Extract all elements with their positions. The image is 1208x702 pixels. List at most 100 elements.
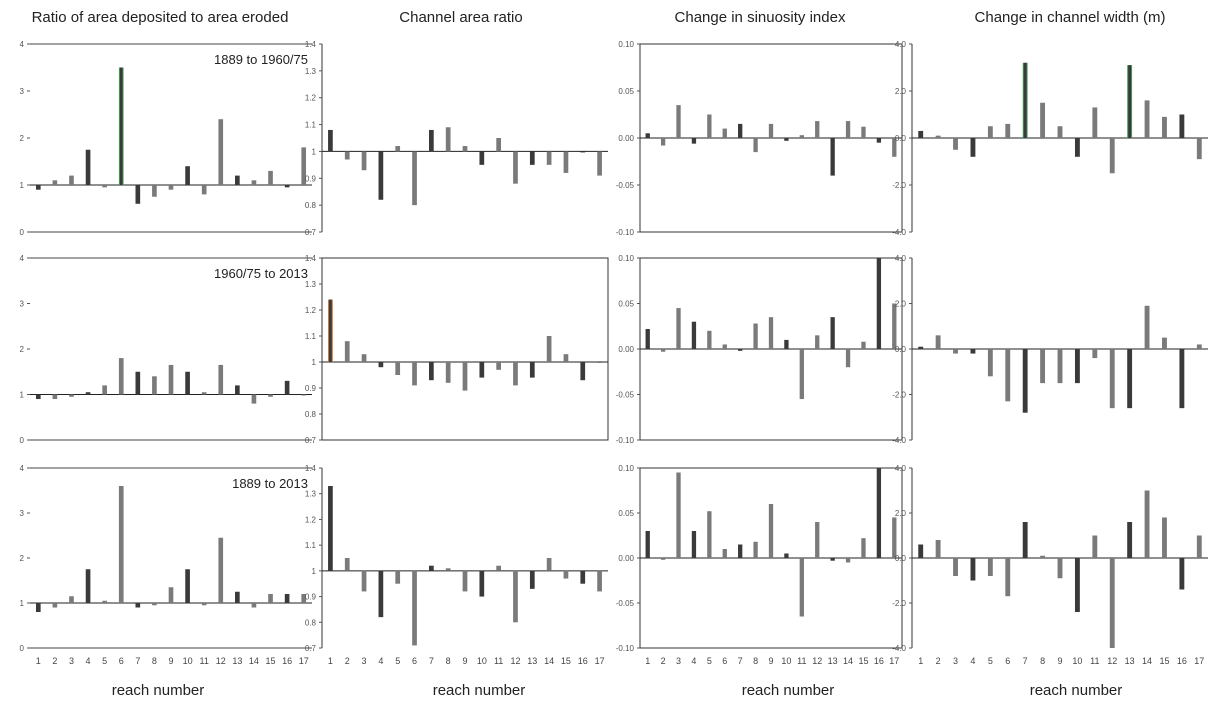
y-tick-label: 4 <box>20 464 25 473</box>
y-tick-label: 0.10 <box>618 254 634 263</box>
bar <box>85 149 91 185</box>
bar <box>799 349 804 400</box>
x-tick-label: 4 <box>691 656 696 666</box>
y-tick-label: 1.1 <box>305 121 317 130</box>
x-tick-label: 5 <box>395 656 400 666</box>
x-tick-label: 7 <box>1023 656 1028 666</box>
y-tick-label: 0.00 <box>618 134 634 143</box>
x-tick-label: 4 <box>378 656 383 666</box>
bar <box>445 362 451 383</box>
bar <box>69 175 74 185</box>
bar <box>412 362 417 386</box>
x-tick-label: 8 <box>446 656 451 666</box>
x-tick-label: 15 <box>858 656 868 666</box>
bar <box>845 121 851 138</box>
x-tick-label: 6 <box>412 656 417 666</box>
x-tick-label: 14 <box>1142 656 1152 666</box>
y-tick-label: -2.0 <box>892 391 906 400</box>
bar <box>284 185 290 188</box>
x-tick-label: 13 <box>232 656 242 666</box>
col-title-width: Change in channel width (m) <box>975 9 1166 26</box>
panel-r2-c2: -0.10-0.050.000.050.101 2 3 4 5 6 7 8 9 10 11 12 13 1… <box>616 464 903 666</box>
y-tick-label: -0.10 <box>616 644 635 653</box>
bar <box>768 317 774 349</box>
bar <box>830 317 835 349</box>
bar <box>546 151 552 165</box>
bar <box>799 135 804 138</box>
bar <box>815 121 820 138</box>
y-tick-label: 1 <box>20 181 25 190</box>
bar <box>597 362 602 363</box>
x-tick-label: 8 <box>152 656 157 666</box>
bar <box>496 362 502 370</box>
bar <box>660 558 666 560</box>
y-tick-label: 4.0 <box>895 254 907 263</box>
bar <box>268 594 273 603</box>
period-label: 1889 to 2013 <box>232 476 308 491</box>
x-tick-label: 9 <box>168 656 173 666</box>
x-tick-label: 17 <box>595 656 605 666</box>
y-tick-label: 0.05 <box>618 509 634 518</box>
col-title-ratio: Ratio of area deposited to area eroded <box>32 9 289 26</box>
y-tick-label: 3 <box>20 509 25 518</box>
bar <box>563 570 569 579</box>
bar <box>784 339 789 349</box>
bar <box>918 346 924 349</box>
panel-r0-c1: 0.7 0.8 0.9 1 1.1 1.2 1.3 1.4 <box>305 40 608 237</box>
bar <box>645 133 650 138</box>
bar <box>768 504 774 558</box>
bar <box>52 394 58 400</box>
y-tick-label: 1 <box>20 391 25 400</box>
y-tick-label: 0 <box>20 644 25 653</box>
bar <box>462 570 468 592</box>
xlabel-sinuosity: reach number <box>742 682 835 699</box>
bar <box>251 394 257 404</box>
x-tick-label: 10 <box>477 656 487 666</box>
bar <box>722 128 727 138</box>
bar <box>753 541 758 558</box>
bar <box>361 570 367 592</box>
y-tick-label: -0.05 <box>616 599 635 608</box>
x-tick-label: 2 <box>52 656 57 666</box>
x-tick-label: 17 <box>1194 656 1204 666</box>
y-tick-label: 1.3 <box>305 490 317 499</box>
x-tick-label: 16 <box>874 656 884 666</box>
x-tick-label: 17 <box>889 656 899 666</box>
bar <box>1022 522 1028 558</box>
bar <box>235 175 240 185</box>
bar <box>1057 558 1063 579</box>
bar <box>953 558 958 576</box>
bar <box>987 349 993 377</box>
bar <box>1005 558 1011 597</box>
panel-r1-c2: -0.10 -0.05 0.00 0.05 0.10 <box>616 254 903 445</box>
y-tick-label: 1.1 <box>305 541 317 550</box>
bar <box>361 151 367 171</box>
x-tick-label: 15 <box>1159 656 1169 666</box>
y-tick-label: 3 <box>20 300 25 309</box>
bar <box>970 138 976 157</box>
bar <box>85 392 91 395</box>
x-tick-label: 5 <box>707 656 712 666</box>
y-tick-label: 2 <box>20 134 25 143</box>
bar <box>1092 107 1098 138</box>
y-tick-label: 0.0 <box>895 554 907 563</box>
panel-r2-c1: 0.70.80.911.11.21.31.41 2 3 4 5 6 7 8 9 10 11 12 13 1… <box>305 464 608 666</box>
bar <box>301 147 307 185</box>
bar <box>1179 558 1185 590</box>
bar <box>691 138 697 144</box>
x-tick-label: 11 <box>494 656 503 666</box>
x-tick-label: 11 <box>1090 656 1099 666</box>
bar <box>691 531 697 558</box>
bar <box>953 349 958 354</box>
bar-core <box>1023 62 1027 138</box>
bar <box>135 371 141 395</box>
x-tick-label: 2 <box>345 656 350 666</box>
bar <box>479 570 485 597</box>
bar <box>35 185 41 190</box>
bar <box>1040 555 1046 558</box>
bar <box>830 558 835 561</box>
bar <box>378 570 384 618</box>
y-tick-label: 0.05 <box>618 300 634 309</box>
